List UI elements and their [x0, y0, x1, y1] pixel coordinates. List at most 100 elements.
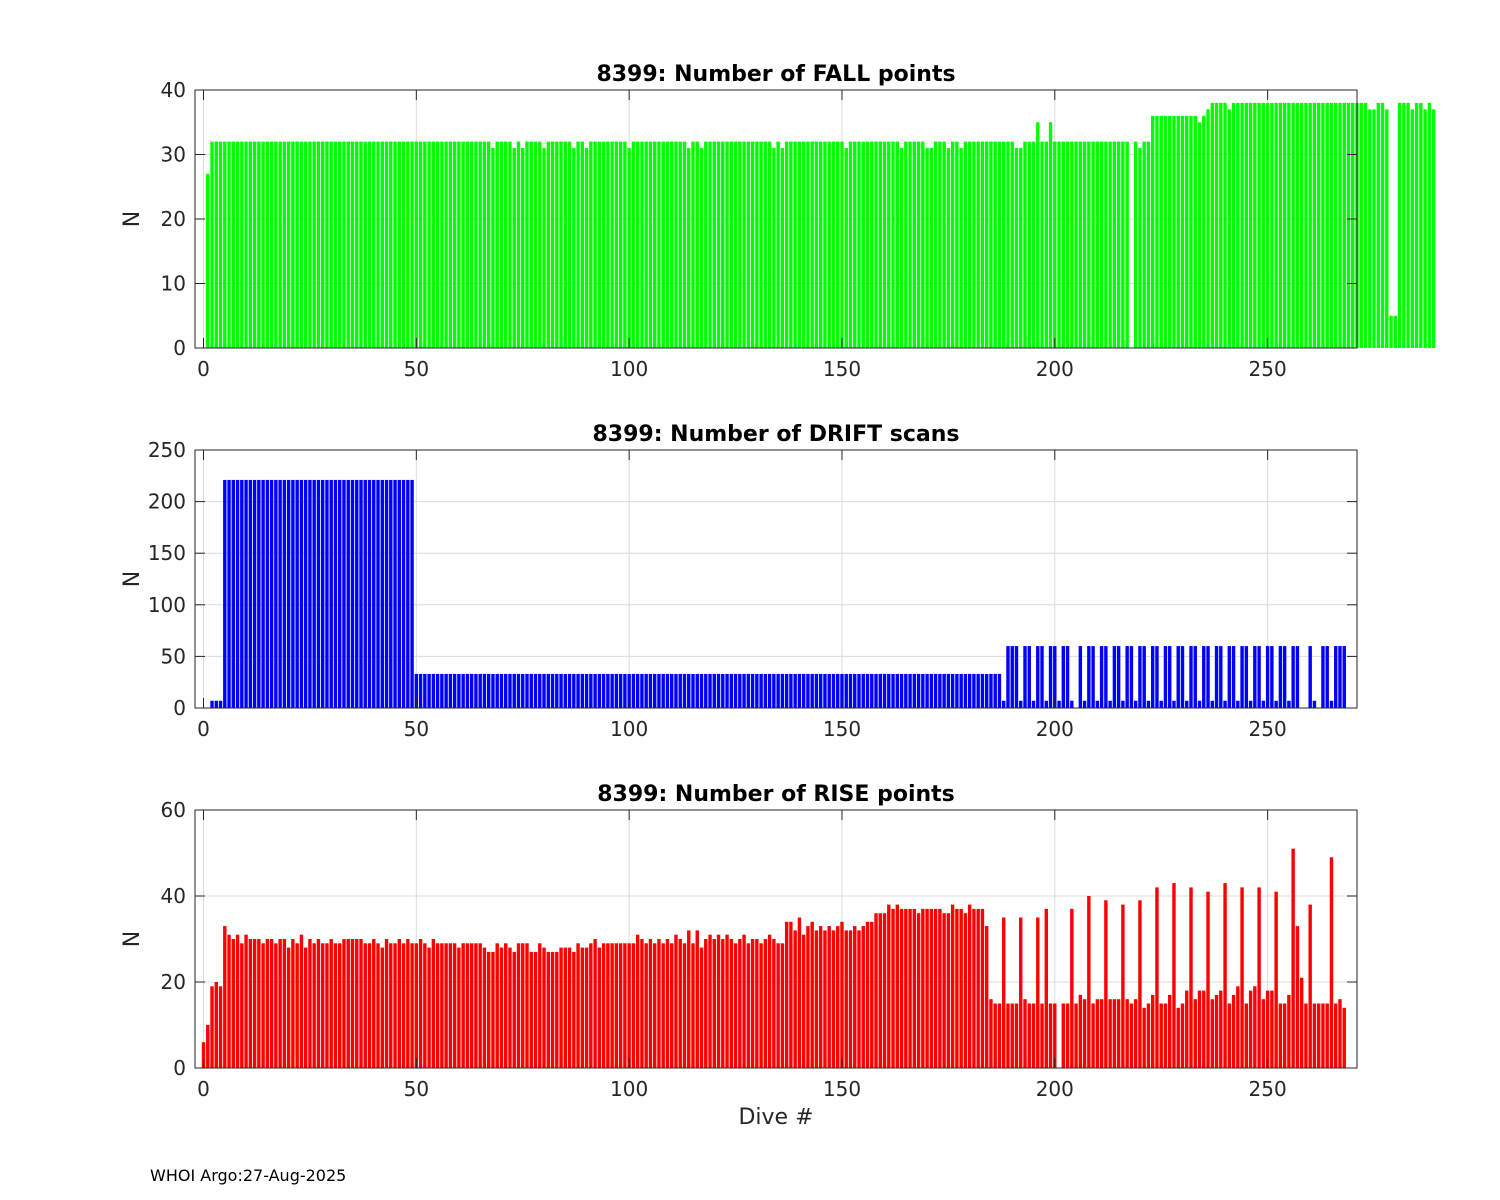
bar	[780, 943, 785, 1068]
bar	[1231, 646, 1236, 708]
axes-box	[194, 449, 1358, 709]
bar	[1214, 994, 1219, 1068]
bar	[946, 913, 951, 1068]
bar	[325, 479, 329, 708]
bar	[538, 141, 542, 348]
bar	[1180, 1003, 1185, 1068]
y-tick-label: 150	[148, 541, 186, 565]
bar	[269, 479, 274, 708]
bar	[235, 479, 240, 708]
bar	[916, 913, 921, 1068]
bar	[248, 479, 253, 708]
bar	[1172, 700, 1176, 708]
bar	[329, 939, 333, 1068]
bar	[538, 673, 542, 708]
bar	[397, 479, 402, 708]
bar	[410, 141, 414, 348]
bar	[882, 141, 887, 348]
bar	[1185, 700, 1189, 708]
bar	[350, 479, 355, 708]
bar	[521, 943, 525, 1068]
bar	[427, 673, 431, 708]
bar	[721, 141, 725, 348]
x-tick-label: 100	[610, 717, 648, 741]
bar	[1044, 700, 1048, 708]
bar	[1176, 646, 1180, 708]
bar	[457, 947, 461, 1068]
bar	[1129, 646, 1134, 708]
bar	[1206, 109, 1210, 348]
bar	[806, 926, 810, 1068]
bar	[1019, 148, 1023, 348]
bar	[1125, 999, 1129, 1068]
bar	[1236, 102, 1240, 349]
bar	[955, 141, 959, 348]
bar	[925, 908, 929, 1068]
bar	[848, 930, 853, 1068]
bar	[767, 934, 772, 1068]
bar	[1219, 646, 1223, 708]
bar	[1189, 115, 1193, 348]
bar	[1078, 141, 1083, 348]
bar	[1257, 102, 1261, 349]
bar	[546, 673, 550, 708]
bar	[444, 673, 448, 708]
bar	[942, 913, 946, 1068]
bar	[567, 673, 572, 708]
bar	[933, 908, 938, 1068]
bar	[559, 947, 563, 1068]
bar	[882, 913, 887, 1068]
bar	[997, 673, 1002, 708]
bar	[772, 148, 776, 348]
bar	[350, 141, 355, 348]
bar	[1261, 999, 1266, 1068]
bar	[759, 673, 763, 708]
bar	[252, 479, 257, 708]
bar	[1121, 904, 1125, 1068]
bar	[589, 673, 593, 708]
bar	[1185, 990, 1189, 1068]
bar	[1304, 1003, 1308, 1068]
bar	[1048, 122, 1053, 348]
bar	[469, 943, 474, 1068]
bar	[1270, 990, 1274, 1068]
bar	[1321, 1003, 1325, 1068]
bar	[959, 673, 963, 708]
bar	[286, 947, 291, 1068]
bar	[763, 939, 768, 1068]
bar	[601, 141, 606, 348]
bar	[1133, 999, 1138, 1068]
bar	[367, 943, 372, 1068]
bar	[218, 700, 223, 708]
bar	[878, 673, 882, 708]
bar	[299, 479, 304, 708]
bar	[227, 479, 231, 708]
bar	[682, 673, 687, 708]
bar	[1270, 102, 1274, 349]
bar	[840, 673, 844, 708]
bar	[1065, 646, 1070, 708]
bar	[640, 939, 644, 1068]
bar	[721, 939, 725, 1068]
bar	[682, 141, 687, 348]
chart-title: 8399: Number of RISE points	[597, 782, 955, 807]
bar	[231, 939, 236, 1068]
bar	[342, 939, 346, 1068]
bar	[240, 479, 244, 708]
bar	[704, 939, 708, 1068]
bar	[499, 141, 504, 348]
bar	[397, 141, 402, 348]
bar	[865, 673, 870, 708]
plot-area	[195, 810, 1357, 1068]
bar	[746, 943, 751, 1068]
bar	[1278, 646, 1283, 708]
bar	[908, 673, 912, 708]
bar	[810, 921, 814, 1068]
bar	[614, 141, 619, 348]
bar	[1036, 917, 1040, 1068]
bar	[1219, 990, 1223, 1068]
bar	[1014, 148, 1019, 348]
bar	[312, 141, 316, 348]
bar	[248, 141, 253, 348]
bar	[767, 141, 772, 348]
